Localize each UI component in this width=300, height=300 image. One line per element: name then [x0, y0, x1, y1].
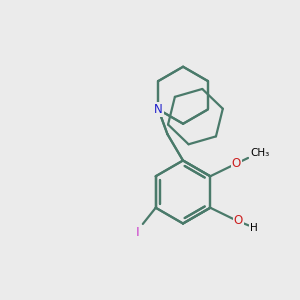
Text: O: O [232, 157, 241, 170]
Text: N: N [154, 103, 163, 116]
Text: O: O [234, 214, 243, 227]
Text: I: I [136, 226, 140, 239]
Text: H: H [250, 223, 258, 232]
Text: CH₃: CH₃ [250, 148, 269, 158]
